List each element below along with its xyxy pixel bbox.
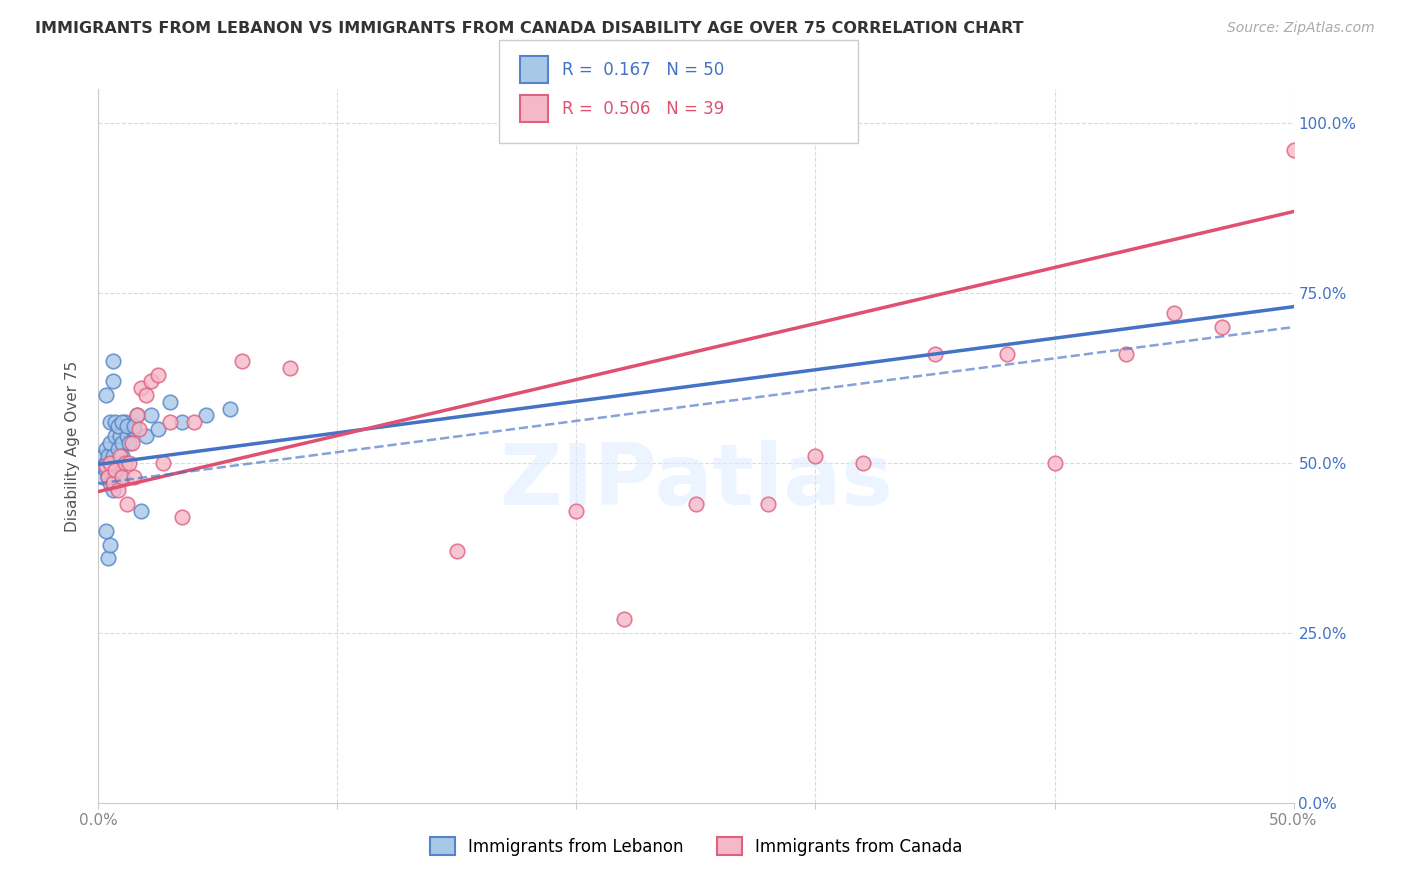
Point xyxy=(101,463,124,477)
Point xyxy=(131,381,153,395)
Point xyxy=(152,456,174,470)
Point xyxy=(278,360,301,375)
Point xyxy=(115,497,138,511)
Text: Source: ZipAtlas.com: Source: ZipAtlas.com xyxy=(1227,21,1375,35)
Point xyxy=(128,422,150,436)
Point xyxy=(114,415,136,429)
Point xyxy=(172,415,194,429)
Point xyxy=(111,469,134,483)
Point xyxy=(125,409,148,423)
Point xyxy=(108,456,131,470)
Point xyxy=(104,469,127,483)
Point xyxy=(98,456,122,470)
Point xyxy=(104,415,127,429)
Point xyxy=(115,418,138,433)
Point xyxy=(114,456,136,470)
Point xyxy=(97,469,120,483)
Point xyxy=(995,347,1018,361)
Point xyxy=(125,409,148,423)
Point xyxy=(121,422,143,436)
Point xyxy=(107,483,129,498)
Point xyxy=(159,394,181,409)
Point xyxy=(124,469,146,483)
Point xyxy=(139,409,162,423)
Point xyxy=(94,456,117,470)
Point xyxy=(111,449,134,463)
Point xyxy=(148,368,170,382)
Point xyxy=(108,469,131,483)
Point xyxy=(97,449,120,463)
Point xyxy=(131,503,153,517)
Point xyxy=(90,459,112,474)
Point xyxy=(124,422,146,436)
Point xyxy=(124,418,146,433)
Point xyxy=(1043,456,1066,470)
Point xyxy=(101,449,124,463)
Point xyxy=(148,422,170,436)
Text: IMMIGRANTS FROM LEBANON VS IMMIGRANTS FROM CANADA DISABILITY AGE OVER 75 CORRELA: IMMIGRANTS FROM LEBANON VS IMMIGRANTS FR… xyxy=(35,21,1024,36)
Point xyxy=(98,456,122,470)
Point xyxy=(613,612,636,626)
Text: R =  0.506   N = 39: R = 0.506 N = 39 xyxy=(562,100,724,118)
Point xyxy=(1282,144,1305,158)
Point xyxy=(94,524,117,538)
Point xyxy=(195,409,218,423)
Point xyxy=(107,418,129,433)
Point xyxy=(94,442,117,457)
Point xyxy=(108,449,131,463)
Point xyxy=(91,449,114,463)
Point xyxy=(756,497,779,511)
Point xyxy=(219,401,242,416)
Point xyxy=(111,435,134,450)
Point xyxy=(104,456,127,470)
Point xyxy=(94,463,117,477)
Point xyxy=(107,442,129,457)
Point xyxy=(852,456,875,470)
Point xyxy=(121,435,143,450)
Point xyxy=(118,456,141,470)
Point xyxy=(101,354,124,368)
Point xyxy=(1211,320,1233,334)
Point xyxy=(172,510,194,524)
Point xyxy=(804,449,827,463)
Point xyxy=(565,503,588,517)
Point xyxy=(98,537,122,551)
Point xyxy=(159,415,181,429)
Point xyxy=(135,429,157,443)
Y-axis label: Disability Age Over 75: Disability Age Over 75 xyxy=(65,360,80,532)
Point xyxy=(97,551,120,566)
Point xyxy=(107,463,129,477)
Point xyxy=(101,375,124,389)
Point xyxy=(98,415,122,429)
Point xyxy=(231,354,253,368)
Point xyxy=(924,347,946,361)
Point xyxy=(104,463,127,477)
Point xyxy=(183,415,205,429)
Point xyxy=(91,469,114,483)
Point xyxy=(101,476,124,491)
Point xyxy=(94,388,117,402)
Point xyxy=(101,483,124,498)
Point xyxy=(111,415,134,429)
Point xyxy=(108,429,131,443)
Point xyxy=(118,435,141,450)
Point xyxy=(94,459,117,474)
Point xyxy=(446,544,468,558)
Legend: Immigrants from Lebanon, Immigrants from Canada: Immigrants from Lebanon, Immigrants from… xyxy=(423,830,969,863)
Point xyxy=(685,497,707,511)
Text: R =  0.167   N = 50: R = 0.167 N = 50 xyxy=(562,61,724,78)
Point xyxy=(1115,347,1137,361)
Point xyxy=(98,435,122,450)
Point xyxy=(115,429,138,443)
Point xyxy=(139,375,162,389)
Point xyxy=(97,469,120,483)
Point xyxy=(98,476,122,491)
Text: ZIPatlas: ZIPatlas xyxy=(499,440,893,524)
Point xyxy=(104,429,127,443)
Point xyxy=(135,388,157,402)
Point xyxy=(1163,306,1185,320)
